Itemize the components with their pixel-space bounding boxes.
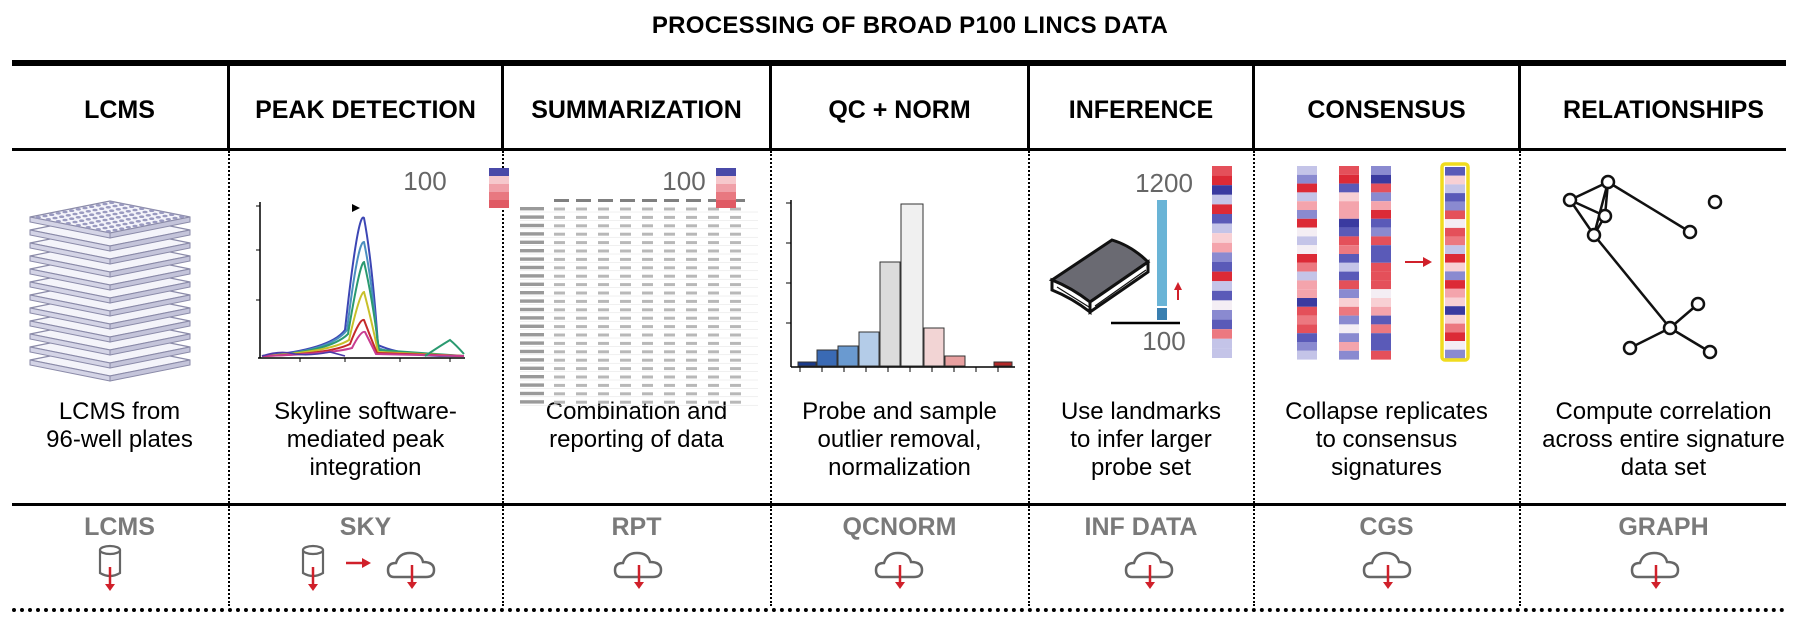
consensus-heatmap-figure — [1297, 166, 1465, 360]
bottom-dotted-rule — [12, 608, 1786, 612]
cloud-download-icon — [1124, 551, 1174, 591]
column-separator — [1253, 506, 1255, 606]
column-separator — [227, 66, 230, 148]
step-desc-inference: Use landmarks to infer larger probe set — [1030, 398, 1252, 482]
desc-line: Use landmarks — [1060, 398, 1222, 425]
footer-rule — [12, 503, 1786, 506]
column-separator — [502, 506, 504, 606]
cloud-download-icon — [613, 551, 663, 591]
desc-line: mediated peak — [286, 426, 445, 453]
step-code-lcms: LCMS — [84, 513, 155, 541]
column-separator — [1518, 66, 1521, 148]
consensus-highlight-box — [1440, 162, 1470, 362]
header-rule — [12, 148, 1786, 151]
cloud-download-icon — [1362, 551, 1412, 591]
inferred-probe-bar — [1157, 200, 1167, 306]
color-scale-bar — [716, 168, 736, 208]
step-header-consensus: CONSENSUS — [1307, 96, 1466, 124]
cloud-download-icon — [874, 551, 924, 591]
database-icon — [98, 544, 122, 593]
desc-line: Collapse replicates — [1285, 398, 1488, 425]
desc-line: LCMS from — [58, 398, 181, 425]
landmark-probe-bar — [1157, 308, 1167, 320]
column-separator — [1519, 151, 1521, 503]
column-separator — [770, 506, 772, 606]
column-separator — [769, 66, 772, 148]
color-scale-bar — [489, 168, 509, 208]
summary-count-label: 100 — [662, 166, 705, 196]
inferred-heatmap-column — [1212, 166, 1232, 358]
qc-histogram-figure — [786, 200, 1015, 372]
cloud-download-icon — [1630, 551, 1680, 591]
database-icon — [301, 544, 325, 593]
step-header-peak-detection: PEAK DETECTION — [255, 96, 476, 124]
inference-top-label: 1200 — [1135, 168, 1193, 198]
desc-line: Compute correlation — [1555, 398, 1772, 425]
cloud-download-icon — [386, 551, 436, 591]
column-separator — [1519, 506, 1521, 606]
step-header-lcms: LCMS — [84, 96, 155, 124]
column-separator — [1027, 66, 1030, 148]
summary-table-figure — [520, 199, 758, 406]
desc-line: to consensus — [1315, 426, 1458, 453]
step-code-rpt: RPT — [611, 513, 662, 541]
desc-line: integration — [309, 454, 422, 481]
peak-count-label: 100 — [403, 166, 446, 196]
desc-line: Combination and — [545, 398, 728, 425]
desc-line: Probe and sample — [802, 398, 997, 425]
stacked-plates-icon — [29, 200, 191, 382]
step-code-cgs: CGS — [1359, 513, 1414, 541]
step-code-sky: SKY — [339, 513, 392, 541]
column-separator — [1028, 151, 1030, 503]
desc-line: normalization — [828, 454, 971, 481]
desc-line: outlier removal, — [817, 426, 982, 453]
column-separator — [770, 151, 772, 503]
step-header-summarization: SUMMARIZATION — [531, 96, 742, 124]
column-separator — [501, 66, 504, 148]
top-rule — [12, 60, 1786, 66]
page-title: PROCESSING OF BROAD P100 LINCS DATA — [651, 12, 1169, 39]
chromatogram-figure: 100 — [256, 166, 465, 362]
step-desc-consensus: Collapse replicates to consensus signatu… — [1255, 398, 1518, 482]
column-separator — [1028, 506, 1030, 606]
desc-line: to infer larger — [1070, 426, 1212, 453]
column-separator — [228, 506, 230, 606]
step-desc-relationships: Compute correlation across entire signat… — [1521, 398, 1806, 482]
step-header-inference: INFERENCE — [1068, 96, 1214, 124]
network-graph-icon — [1562, 174, 1723, 360]
column-separator — [1253, 151, 1255, 503]
desc-line: Skyline software- — [274, 398, 457, 425]
step-desc-qc-norm: Probe and sample outlier removal, normal… — [772, 398, 1027, 482]
desc-line: probe set — [1090, 454, 1192, 481]
desc-line: 96-well plates — [46, 426, 193, 453]
step-desc-summarization: Combination and reporting of data — [504, 398, 769, 454]
column-separator — [1252, 66, 1255, 148]
step-desc-peak-detection: Skyline software- mediated peak integrat… — [230, 398, 501, 482]
inference-bottom-label: 100 — [1142, 326, 1185, 356]
desc-line: signatures — [1331, 454, 1442, 481]
step-desc-lcms: LCMS from 96-well plates — [12, 398, 227, 454]
column-separator — [228, 151, 230, 503]
step-code-inf-data: INF DATA — [1084, 513, 1198, 541]
step-header-relationships: RELATIONSHIPS — [1563, 96, 1764, 124]
step-code-graph: GRAPH — [1618, 513, 1709, 541]
desc-line: across entire signature — [1542, 426, 1785, 453]
column-separator — [502, 151, 504, 503]
step-header-qc-norm: QC + NORM — [828, 96, 971, 124]
desc-line: data set — [1620, 454, 1707, 481]
step-code-qcnorm: QCNORM — [842, 513, 957, 541]
book-icon — [1048, 238, 1151, 316]
desc-line: reporting of data — [549, 426, 724, 453]
